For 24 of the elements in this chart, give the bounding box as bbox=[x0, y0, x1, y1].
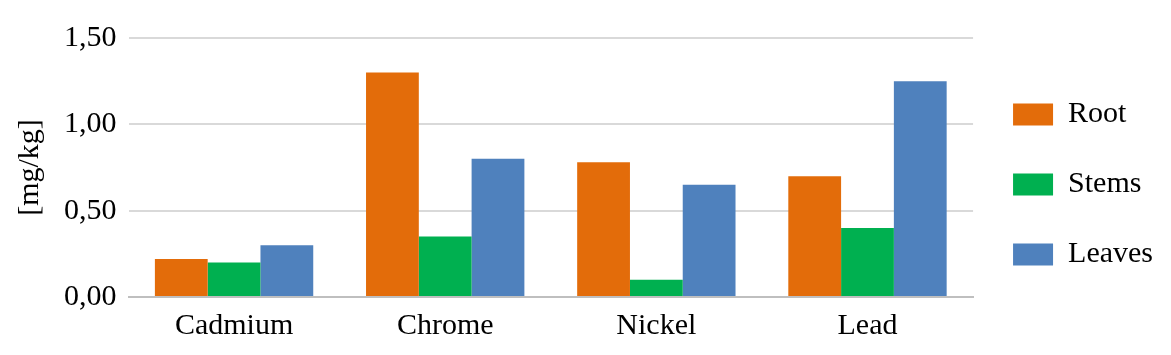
y-axis-title: [mg/kg] bbox=[10, 119, 44, 216]
x-tick-label: Cadmium bbox=[174, 306, 294, 340]
legend-label: Root bbox=[1068, 95, 1128, 129]
x-tick-label: Lead bbox=[837, 306, 898, 340]
legend-label: Leaves bbox=[1068, 235, 1154, 269]
x-tick-label: Chrome bbox=[396, 306, 494, 340]
bar bbox=[207, 262, 261, 296]
bar bbox=[682, 184, 736, 296]
y-tick-label: 0,00 bbox=[64, 277, 117, 311]
legend-label: Stems bbox=[1068, 165, 1142, 199]
y-tick-label: 1,50 bbox=[64, 18, 117, 52]
bar bbox=[788, 176, 842, 296]
bar bbox=[471, 158, 525, 296]
x-tick-label: Nickel bbox=[616, 306, 697, 340]
bar bbox=[418, 236, 472, 296]
bar bbox=[629, 279, 683, 296]
bar bbox=[260, 245, 314, 296]
bar bbox=[841, 227, 894, 296]
bar bbox=[893, 81, 947, 296]
bar bbox=[577, 162, 630, 296]
y-tick-label: 0,50 bbox=[64, 191, 117, 225]
y-tick-label: 1,00 bbox=[64, 105, 117, 139]
bar bbox=[154, 259, 208, 296]
bar bbox=[366, 72, 419, 296]
